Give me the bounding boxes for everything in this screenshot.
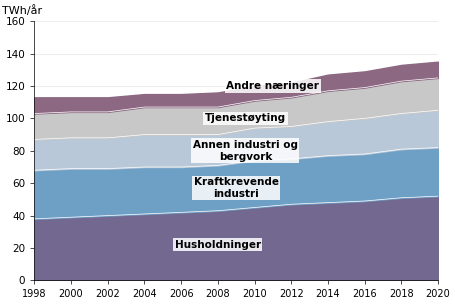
Text: Tjenestøyting: Tjenestøyting <box>204 113 285 124</box>
Text: Kraftkrevende
industri: Kraftkrevende industri <box>193 177 278 199</box>
Text: Husholdninger: Husholdninger <box>174 240 260 250</box>
Text: TWh/år: TWh/år <box>2 5 42 16</box>
Text: Andre næringer: Andre næringer <box>226 81 318 91</box>
Text: Annen industri og
bergvork: Annen industri og bergvork <box>192 140 297 162</box>
